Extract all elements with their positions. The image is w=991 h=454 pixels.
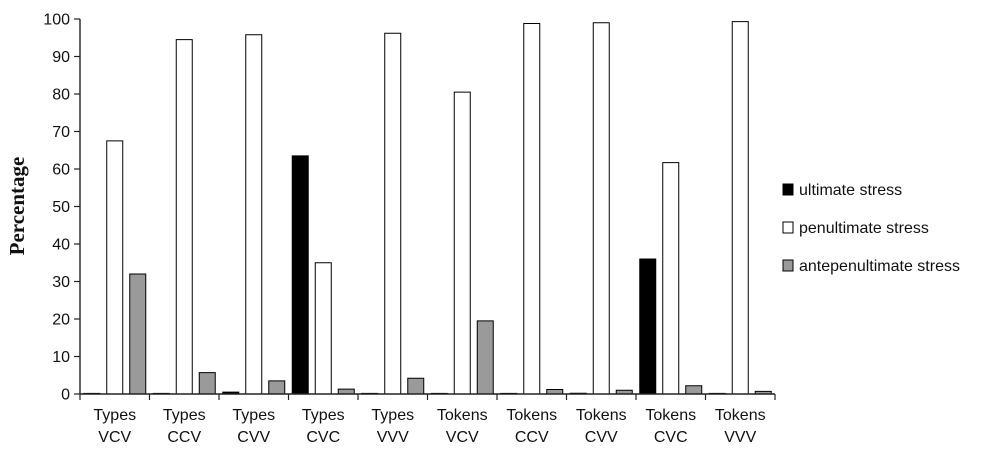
y-tick-label-4: 40 bbox=[52, 237, 70, 254]
y-tick-label-6: 60 bbox=[52, 162, 70, 179]
bar-ultimate-stress-8 bbox=[639, 258, 657, 395]
bar-penultimate-stress-0 bbox=[106, 140, 124, 395]
y-tick-label-1: 10 bbox=[52, 349, 70, 366]
x-category-label-line2-6: CCV bbox=[515, 429, 549, 446]
legend-swatch-1 bbox=[782, 221, 794, 234]
bar-penultimate-stress-9 bbox=[731, 21, 749, 395]
bar-antepenultimate-stress-5 bbox=[476, 320, 494, 395]
x-category-label-line2-0: VCV bbox=[98, 429, 131, 446]
x-category-label-line2-4: VVV bbox=[377, 429, 409, 446]
bar-antepenultimate-stress-2 bbox=[268, 380, 286, 395]
legend-label-2: antepenultimate stress bbox=[799, 258, 960, 275]
bar-antepenultimate-stress-4 bbox=[407, 377, 425, 395]
bar-antepenultimate-stress-8 bbox=[685, 385, 703, 395]
axes-layer bbox=[79, 19, 776, 400]
y-tick-label-3: 30 bbox=[52, 274, 70, 291]
x-category-label-line1-3: Types bbox=[302, 407, 345, 424]
y-tick-label-2: 20 bbox=[52, 312, 70, 329]
bar-penultimate-stress-7 bbox=[592, 22, 610, 395]
x-category-label-line2-8: CVC bbox=[654, 429, 688, 446]
bar-penultimate-stress-2 bbox=[245, 34, 263, 395]
x-category-label-line2-3: CVC bbox=[306, 429, 340, 446]
y-axis-title-layer: Percentage bbox=[5, 157, 29, 256]
bar-antepenultimate-stress-1 bbox=[198, 372, 216, 395]
y-ticks-layer: 0 10 20 30 40 50 60 70 80 90 100 bbox=[43, 12, 80, 404]
y-axis-title: Percentage bbox=[5, 157, 29, 256]
x-category-label-line2-1: CCV bbox=[167, 429, 201, 446]
y-tick-label-5: 50 bbox=[52, 199, 70, 216]
legend-swatch-2 bbox=[782, 259, 794, 272]
category-labels-layer: Types VCV Types CCV Types CVV Types CVC Types VVV… bbox=[93, 407, 765, 446]
x-category-label-line1-7: Tokens bbox=[576, 407, 627, 424]
bar-ultimate-stress-3 bbox=[291, 155, 309, 395]
x-category-label-line1-2: Types bbox=[232, 407, 275, 424]
x-category-label-line2-2: CVV bbox=[237, 429, 270, 446]
bar-antepenultimate-stress-0 bbox=[129, 273, 147, 395]
y-tick-label-7: 70 bbox=[52, 124, 70, 141]
bar-penultimate-stress-8 bbox=[662, 162, 680, 395]
y-tick-label-9: 90 bbox=[52, 49, 70, 66]
x-category-label-line1-4: Types bbox=[371, 407, 414, 424]
x-category-label-line1-5: Tokens bbox=[437, 407, 488, 424]
bars-layer bbox=[83, 21, 772, 395]
bar-penultimate-stress-6 bbox=[523, 23, 541, 395]
x-category-label-line2-5: VCV bbox=[446, 429, 479, 446]
y-tick-label-8: 80 bbox=[52, 87, 70, 104]
x-category-label-line2-9: VVV bbox=[724, 429, 756, 446]
bar-antepenultimate-stress-3 bbox=[337, 388, 355, 395]
x-category-label-line1-8: Tokens bbox=[645, 407, 696, 424]
x-category-label-line1-6: Tokens bbox=[506, 407, 557, 424]
bar-penultimate-stress-3 bbox=[314, 262, 332, 395]
legend-label-1: penultimate stress bbox=[799, 220, 929, 237]
y-tick-label-0: 0 bbox=[61, 387, 70, 404]
legend-label-0: ultimate stress bbox=[799, 182, 902, 199]
x-category-label-line2-7: CVV bbox=[585, 429, 618, 446]
bar-penultimate-stress-4 bbox=[384, 32, 402, 395]
legend-swatch-0 bbox=[782, 183, 794, 196]
x-category-label-line1-0: Types bbox=[93, 407, 136, 424]
bar-penultimate-stress-5 bbox=[453, 91, 471, 395]
bar-penultimate-stress-1 bbox=[175, 39, 193, 395]
x-category-label-line1-1: Types bbox=[163, 407, 206, 424]
legend: ultimate stress penultimate stress antepen… bbox=[782, 182, 960, 275]
x-category-label-line1-9: Tokens bbox=[715, 407, 766, 424]
y-tick-label-10: 100 bbox=[43, 12, 70, 29]
